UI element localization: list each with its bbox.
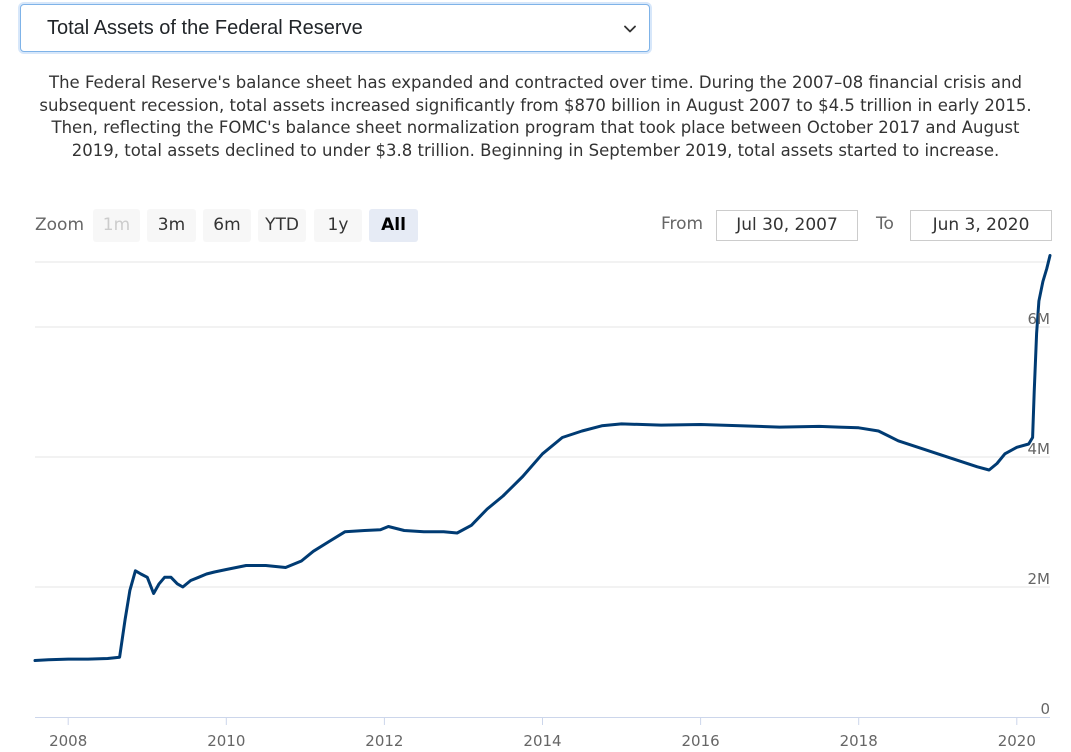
y-tick-label: 6M: [1028, 310, 1051, 328]
zoom-6m-button[interactable]: 6m: [203, 209, 251, 242]
y-tick-label: 4M: [1028, 440, 1051, 458]
x-tick-label: 2010: [207, 732, 245, 750]
zoom-all-button[interactable]: All: [369, 209, 418, 242]
range-to-input[interactable]: Jun 3, 2020: [910, 210, 1052, 241]
zoom-1m-button[interactable]: 1m: [93, 209, 140, 242]
x-tick-label: 2014: [523, 732, 561, 750]
series-selector-value: Total Assets of the Federal Reserve: [47, 17, 363, 39]
chart-description: The Federal Reserve's balance sheet has …: [39, 73, 1032, 160]
chevron-down-icon: [624, 25, 636, 33]
total-assets-series-line: [33, 254, 1052, 662]
range-from-input[interactable]: Jul 30, 2007: [716, 210, 858, 241]
zoom-3m-button[interactable]: 3m: [147, 209, 196, 242]
zoom-ytd-button[interactable]: YTD: [258, 209, 306, 242]
tick-labels: 0 2M 4M 6M 2008 2010 2012 2014 2016 2018 2020: [49, 310, 1050, 750]
range-from-label: From: [661, 214, 704, 234]
y-tick-label: 0: [1040, 700, 1050, 718]
x-tick-label: 2020: [998, 732, 1036, 750]
series-layer: [33, 254, 1052, 662]
y-tick-label: 2M: [1028, 570, 1051, 588]
zoom-1y-button[interactable]: 1y: [314, 209, 362, 242]
x-tick-label: 2018: [840, 732, 878, 750]
x-tick-label: 2012: [365, 732, 403, 750]
range-to-label: To: [876, 214, 894, 234]
gridlines: [35, 261, 1050, 588]
zoom-label: Zoom: [35, 215, 85, 235]
x-axis: [35, 717, 1050, 725]
x-tick-label: 2008: [49, 732, 87, 750]
x-tick-label: 2016: [682, 732, 720, 750]
series-selector[interactable]: Total Assets of the Federal Reserve: [20, 4, 650, 52]
